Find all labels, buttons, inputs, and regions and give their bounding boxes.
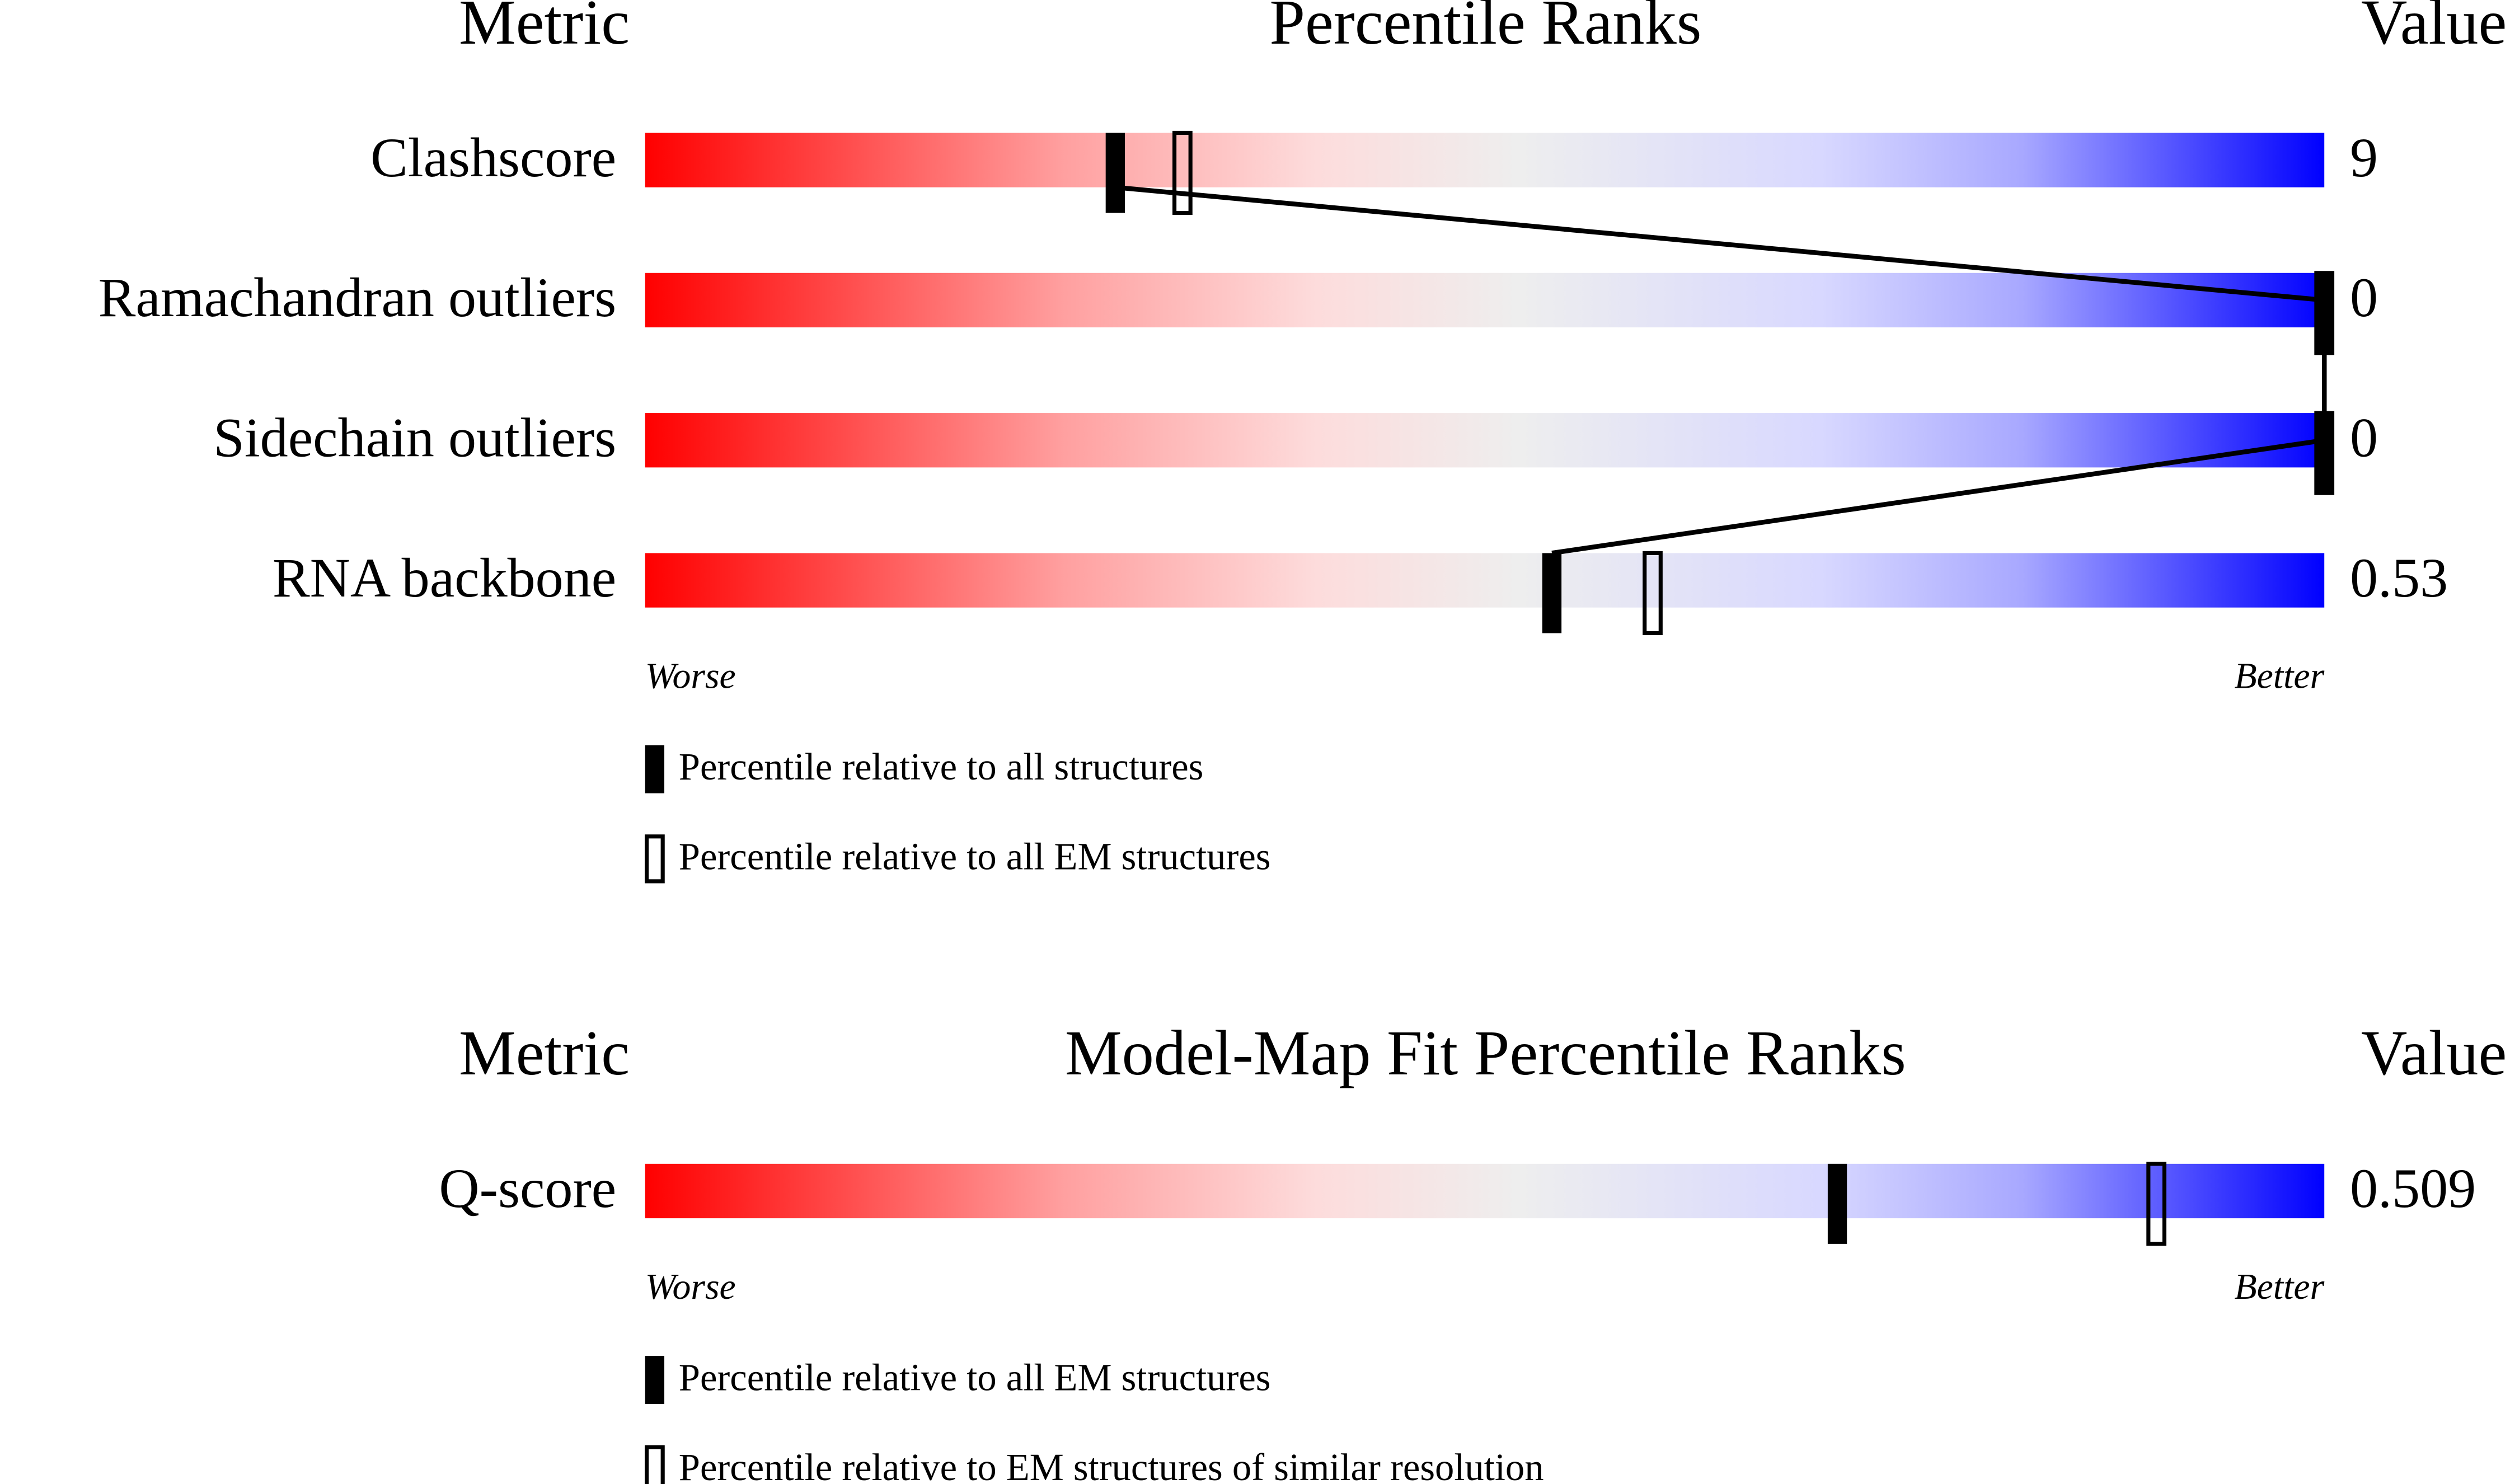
legend-label: Percentile relative to EM structures of … [679,1446,1544,1484]
metric-value: 0.509 [2350,1157,2476,1219]
metric-label: Clashscore [370,126,616,189]
better-label: Better [2234,1266,2324,1307]
legend-swatch-open [644,1445,665,1484]
legend-label: Percentile relative to all structures [679,745,1204,788]
percentile-bar [645,133,2325,187]
percentile-bar [645,1163,2325,1219]
metric-value: 9 [2350,126,2378,189]
percentile-marker-open [1172,130,1193,215]
percentile-marker-open [1643,551,1663,636]
percentile-bar [645,413,2325,468]
percentile-marker-filled [1542,553,1562,633]
header-title: Model-Map Fit Percentile Ranks [1065,1017,1906,1088]
header-metric: Metric [459,0,630,58]
metric-label: RNA backbone [273,547,616,609]
percentile-marker-filled [1827,1163,1847,1244]
percentile-marker-open [2146,1162,2167,1246]
header-title: Percentile Ranks [1269,0,1701,58]
legend-label: Percentile relative to all EM structures [679,1356,1271,1399]
percentile-bar [645,553,2325,608]
header-value: Value [2361,0,2507,58]
metric-value: 0.53 [2350,547,2448,609]
metric-value: 0 [2350,266,2378,328]
percentile-bar [645,273,2325,328]
legend-swatch-filled [645,745,665,793]
worse-label: Worse [645,656,736,697]
metric-label: Sidechain outliers [213,406,616,468]
worse-label: Worse [645,1266,736,1307]
percentile-connector [1115,185,2327,556]
percentile-marker-filled [1105,133,1125,213]
header-metric: Metric [459,1017,630,1088]
metric-value: 0 [2350,406,2378,468]
metric-label: Ramachandran outliers [98,266,617,328]
metric-label: Q-score [439,1157,616,1219]
header-value: Value [2361,1017,2507,1088]
legend-swatch-open [644,834,665,884]
better-label: Better [2234,656,2324,697]
legend-swatch-filled [645,1356,665,1404]
legend-label: Percentile relative to all EM structures [679,835,1271,877]
